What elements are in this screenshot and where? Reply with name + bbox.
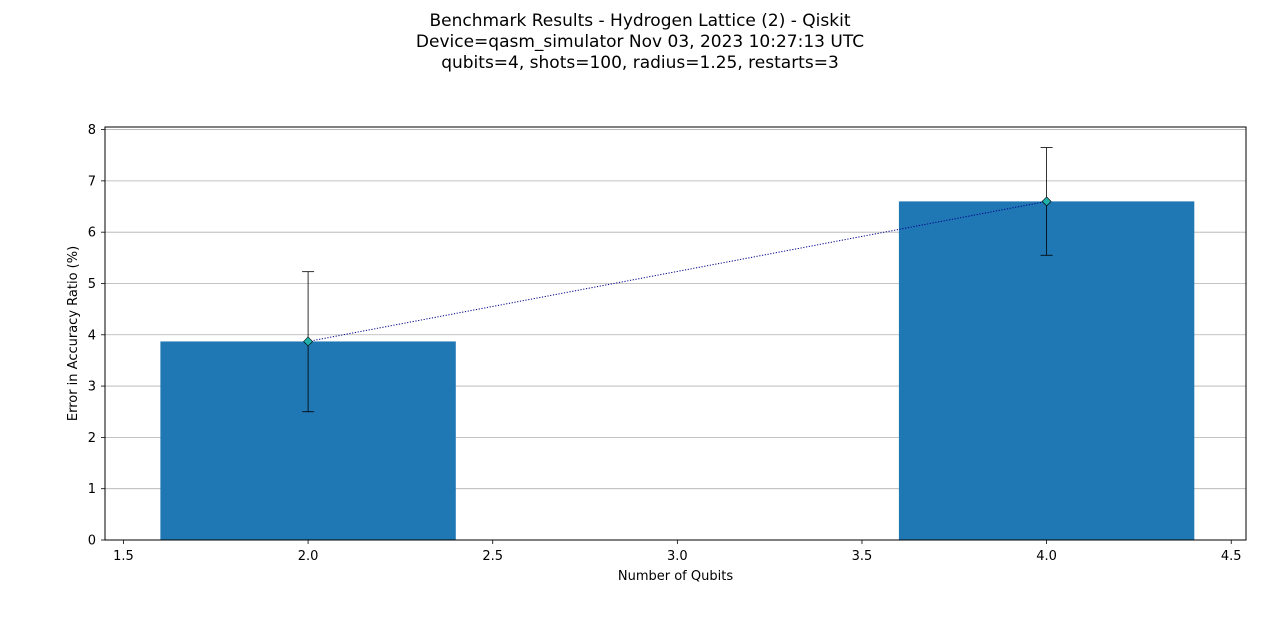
y-axis-label: Error in Accuracy Ratio (%) <box>66 246 81 421</box>
data-markers <box>303 196 1052 347</box>
title-line-3: qubits=4, shots=100, radius=1.25, restar… <box>441 53 839 73</box>
x-tick-label: 1.5 <box>113 549 134 564</box>
y-tick-label: 3 <box>88 380 96 395</box>
x-axis-label: Number of Qubits <box>618 569 733 584</box>
y-tick-label: 8 <box>88 123 96 138</box>
x-tick-label: 2.0 <box>298 549 319 564</box>
trend-line <box>307 200 1047 342</box>
title-line-2: Device=qasm_simulator Nov 03, 2023 10:27… <box>416 32 864 52</box>
data-point-marker <box>303 336 314 347</box>
x-tick-label: 4.0 <box>1036 549 1057 564</box>
y-tick-label: 2 <box>88 431 96 446</box>
y-tick-label: 6 <box>88 226 96 241</box>
y-tick-label: 1 <box>88 482 96 497</box>
x-tick-label: 2.5 <box>482 549 503 564</box>
x-axis-ticks: 1.5 2.0 2.5 3.0 3.5 4.0 4.5 <box>113 540 1242 564</box>
y-tick-label: 4 <box>88 328 96 343</box>
y-tick-label: 7 <box>88 174 96 189</box>
x-tick-label: 3.0 <box>667 549 688 564</box>
trend-line-path <box>307 200 1047 342</box>
x-tick-label: 3.5 <box>852 549 873 564</box>
y-tick-label: 0 <box>88 534 96 549</box>
bar <box>898 201 1195 541</box>
plot-frame <box>104 126 1247 541</box>
title-line-1: Benchmark Results - Hydrogen Lattice (2)… <box>429 11 850 31</box>
y-axis-ticks: 0 1 2 3 4 5 6 7 8 <box>88 123 105 549</box>
data-point-marker <box>1041 196 1052 207</box>
x-tick-label: 4.5 <box>1221 549 1242 564</box>
y-tick-label: 5 <box>88 277 96 292</box>
